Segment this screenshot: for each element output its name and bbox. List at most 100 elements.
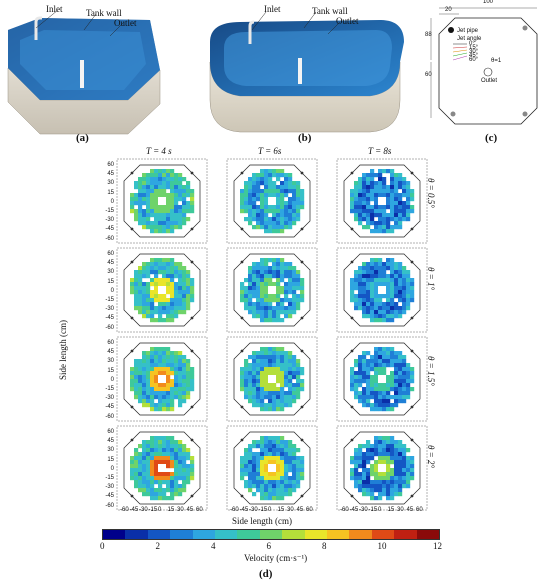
velocity-cell	[150, 484, 155, 489]
velocity-cell	[154, 298, 159, 303]
velocity-cell	[374, 403, 379, 408]
velocity-cell	[268, 258, 273, 263]
velocity-cell	[154, 371, 159, 376]
velocity-cell	[386, 314, 391, 319]
velocity-cell	[378, 298, 383, 303]
velocity-cell	[276, 440, 281, 445]
velocity-cell	[146, 472, 151, 477]
velocity-cell	[398, 359, 403, 364]
velocity-cell	[406, 197, 411, 202]
velocity-cell	[138, 197, 143, 202]
velocity-cell	[394, 266, 399, 271]
velocity-cell	[134, 476, 139, 481]
velocity-cell	[374, 355, 379, 360]
velocity-cell	[370, 270, 375, 275]
velocity-cell	[280, 456, 285, 461]
velocity-cell	[280, 387, 285, 392]
velocity-cell	[410, 294, 415, 299]
velocity-cell	[154, 363, 159, 368]
velocity-cell	[150, 278, 155, 283]
velocity-cell	[240, 468, 245, 473]
velocity-cell	[264, 480, 269, 485]
velocity-cell	[398, 310, 403, 315]
velocity-cell	[162, 318, 167, 323]
velocity-cell	[280, 266, 285, 271]
velocity-cell	[362, 314, 367, 319]
velocity-cell	[300, 294, 305, 299]
velocity-cell	[162, 270, 167, 275]
velocity-cell	[358, 379, 363, 384]
velocity-cell	[386, 383, 391, 388]
velocity-cell	[276, 262, 281, 267]
velocity-cell	[402, 464, 407, 469]
velocity-cell	[240, 286, 245, 291]
velocity-cell	[182, 375, 187, 380]
velocity-cell	[378, 460, 383, 465]
velocity-cell	[406, 286, 411, 291]
velocity-cell	[182, 290, 187, 295]
velocity-cell	[260, 302, 265, 307]
velocity-cell	[358, 464, 363, 469]
velocity-cell	[398, 181, 403, 186]
velocity-cell	[370, 286, 375, 291]
velocity-cell	[284, 456, 289, 461]
colorbar-tick: 4	[211, 541, 216, 551]
velocity-cell	[402, 391, 407, 396]
velocity-cell	[170, 444, 175, 449]
velocity-cell	[386, 217, 391, 222]
velocity-cell	[284, 355, 289, 360]
dim-top: 100	[483, 0, 494, 5]
velocity-cell	[390, 460, 395, 465]
velocity-cell	[158, 318, 163, 323]
velocity-cell	[178, 197, 183, 202]
map-frame	[116, 336, 208, 422]
velocity-cell	[150, 173, 155, 178]
velocity-cell	[134, 371, 139, 376]
velocity-cell	[390, 298, 395, 303]
velocity-cell	[248, 209, 253, 214]
velocity-cell	[150, 452, 155, 457]
velocity-cell	[264, 217, 269, 222]
velocity-cell	[354, 379, 359, 384]
velocity-cell	[150, 480, 155, 485]
velocity-cell	[182, 464, 187, 469]
velocity-cell	[386, 403, 391, 408]
velocity-cell	[158, 496, 163, 501]
velocity-cell	[142, 310, 147, 315]
velocity-cell	[268, 221, 273, 226]
corner-inlet-marker	[410, 494, 414, 498]
velocity-cell	[272, 375, 277, 380]
velocity-cell	[166, 460, 171, 465]
velocity-cell	[350, 371, 355, 376]
velocity-cell	[256, 452, 261, 457]
velocity-cell	[170, 282, 175, 287]
velocity-cell	[390, 444, 395, 449]
velocity-cell	[406, 274, 411, 279]
velocity-cell	[162, 375, 167, 380]
velocity-cell	[378, 448, 383, 453]
velocity-cell	[138, 193, 143, 198]
velocity-cell	[366, 197, 371, 202]
velocity-cell	[130, 209, 135, 214]
velocity-cell	[288, 185, 293, 190]
velocity-cell	[170, 306, 175, 311]
velocity-cell	[296, 448, 301, 453]
velocity-cell	[178, 351, 183, 356]
velocity-cell	[260, 173, 265, 178]
velocity-cell	[374, 290, 379, 295]
velocity-cell	[138, 209, 143, 214]
velocity-cell	[154, 472, 159, 477]
velocity-cell	[370, 480, 375, 485]
velocity-cell	[366, 375, 371, 380]
velocity-cell	[406, 476, 411, 481]
velocity-cell	[280, 205, 285, 210]
velocity-cell	[378, 229, 383, 234]
velocity-cell	[374, 488, 379, 493]
velocity-cell	[264, 359, 269, 364]
velocity-cell	[354, 294, 359, 299]
velocity-cell	[354, 395, 359, 400]
velocity-cell	[182, 282, 187, 287]
velocity-cell	[390, 290, 395, 295]
velocity-cell	[190, 294, 195, 299]
velocity-cell	[288, 270, 293, 275]
